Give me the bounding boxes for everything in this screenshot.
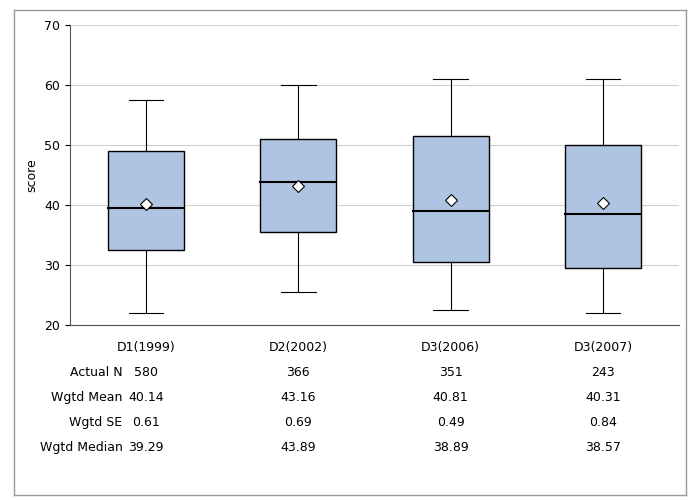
Text: D3(2007): D3(2007) xyxy=(573,341,632,354)
Text: Wgtd Median: Wgtd Median xyxy=(40,441,122,454)
Text: 0.61: 0.61 xyxy=(132,416,160,429)
FancyBboxPatch shape xyxy=(108,151,184,250)
Y-axis label: score: score xyxy=(26,158,38,192)
Text: 40.14: 40.14 xyxy=(128,391,164,404)
Text: 43.89: 43.89 xyxy=(281,441,316,454)
Text: Wgtd SE: Wgtd SE xyxy=(69,416,122,429)
Text: 0.69: 0.69 xyxy=(284,416,312,429)
Text: 0.49: 0.49 xyxy=(437,416,465,429)
Text: 38.89: 38.89 xyxy=(433,441,468,454)
FancyBboxPatch shape xyxy=(412,136,489,262)
Text: 0.84: 0.84 xyxy=(589,416,617,429)
Text: Actual N: Actual N xyxy=(70,366,122,379)
Text: 39.29: 39.29 xyxy=(128,441,164,454)
Text: 580: 580 xyxy=(134,366,158,379)
Text: Wgtd Mean: Wgtd Mean xyxy=(51,391,122,404)
FancyBboxPatch shape xyxy=(565,145,641,268)
Text: D2(2002): D2(2002) xyxy=(269,341,328,354)
Text: 351: 351 xyxy=(439,366,463,379)
Text: 38.57: 38.57 xyxy=(585,441,621,454)
Text: D1(1999): D1(1999) xyxy=(117,341,176,354)
Text: 40.81: 40.81 xyxy=(433,391,468,404)
Text: 366: 366 xyxy=(286,366,310,379)
Text: D3(2006): D3(2006) xyxy=(421,341,480,354)
Text: 43.16: 43.16 xyxy=(281,391,316,404)
Text: 243: 243 xyxy=(591,366,615,379)
Text: 40.31: 40.31 xyxy=(585,391,621,404)
FancyBboxPatch shape xyxy=(260,139,337,232)
